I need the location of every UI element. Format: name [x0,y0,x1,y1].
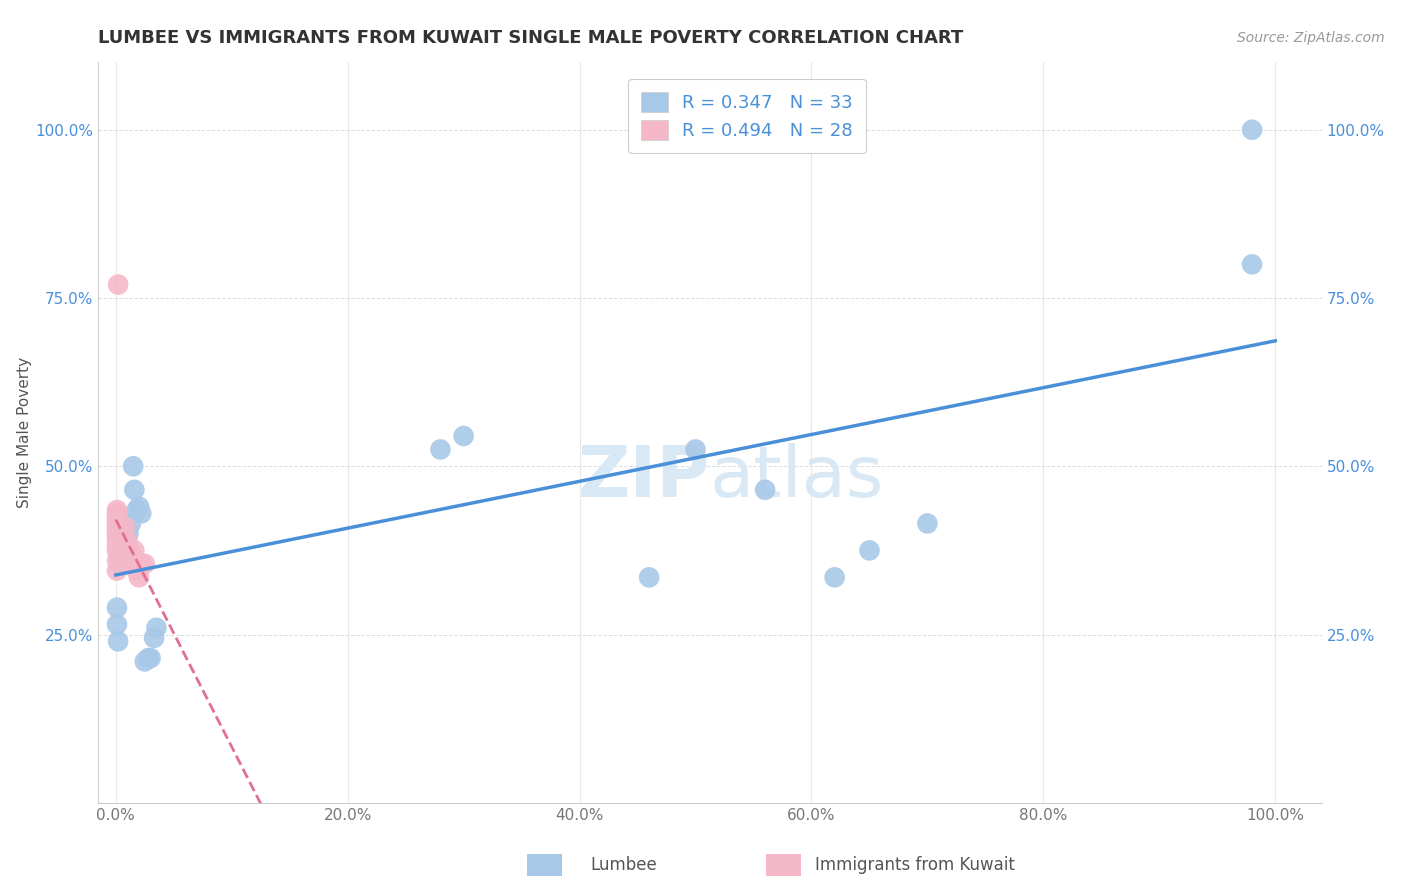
Point [107,634,129,648]
Point [105,600,128,615]
Point [429,442,451,457]
Point [125,564,148,578]
Point [115,540,138,554]
Point [120,516,142,531]
Point [107,277,129,292]
Point [122,459,145,474]
Point [105,540,128,554]
Point [117,526,139,541]
Point [105,564,128,578]
Point [105,553,128,567]
Point [117,523,139,537]
Point [131,507,153,521]
Point [136,651,159,665]
Point [685,442,707,457]
Point [110,557,132,571]
Point [105,526,128,541]
Point [105,523,128,537]
Point [824,570,846,584]
Point [105,513,128,527]
Point [1241,257,1264,271]
Point [128,570,150,584]
Point [110,557,132,571]
Point [108,550,131,565]
Point [105,617,128,632]
Point [105,503,128,517]
Point [111,543,134,558]
Point [112,520,135,534]
Point [108,547,131,561]
Point [139,651,162,665]
Text: Source: ZipAtlas.com: Source: ZipAtlas.com [1237,31,1385,45]
Point [125,503,148,517]
Text: atlas: atlas [710,442,884,511]
Point [131,557,153,571]
Point [121,553,143,567]
Point [754,483,776,497]
Point [134,557,156,571]
Point [145,621,167,635]
Y-axis label: Single Male Poverty: Single Male Poverty [17,357,32,508]
Point [128,500,150,514]
Point [453,429,475,443]
Point [105,543,128,558]
Point [638,570,661,584]
Point [117,533,139,548]
Point [124,543,146,558]
Point [110,533,132,548]
Legend: R = 0.347   N = 33, R = 0.494   N = 28: R = 0.347 N = 33, R = 0.494 N = 28 [628,78,866,153]
Point [115,543,138,558]
Point [105,533,128,548]
Point [105,520,128,534]
Point [1241,122,1264,136]
Point [114,533,136,548]
Point [124,483,146,497]
Point [112,550,135,565]
Text: ZIP: ZIP [578,442,710,511]
Point [143,631,166,645]
Text: Lumbee: Lumbee [591,856,657,874]
Point [105,516,128,531]
Point [105,507,128,521]
Point [114,520,136,534]
Text: Immigrants from Kuwait: Immigrants from Kuwait [815,856,1015,874]
Point [917,516,939,531]
Point [105,509,128,524]
Point [105,530,128,544]
Point [858,543,880,558]
Point [134,655,156,669]
Text: LUMBEE VS IMMIGRANTS FROM KUWAIT SINGLE MALE POVERTY CORRELATION CHART: LUMBEE VS IMMIGRANTS FROM KUWAIT SINGLE … [98,29,963,47]
Point [118,543,141,558]
